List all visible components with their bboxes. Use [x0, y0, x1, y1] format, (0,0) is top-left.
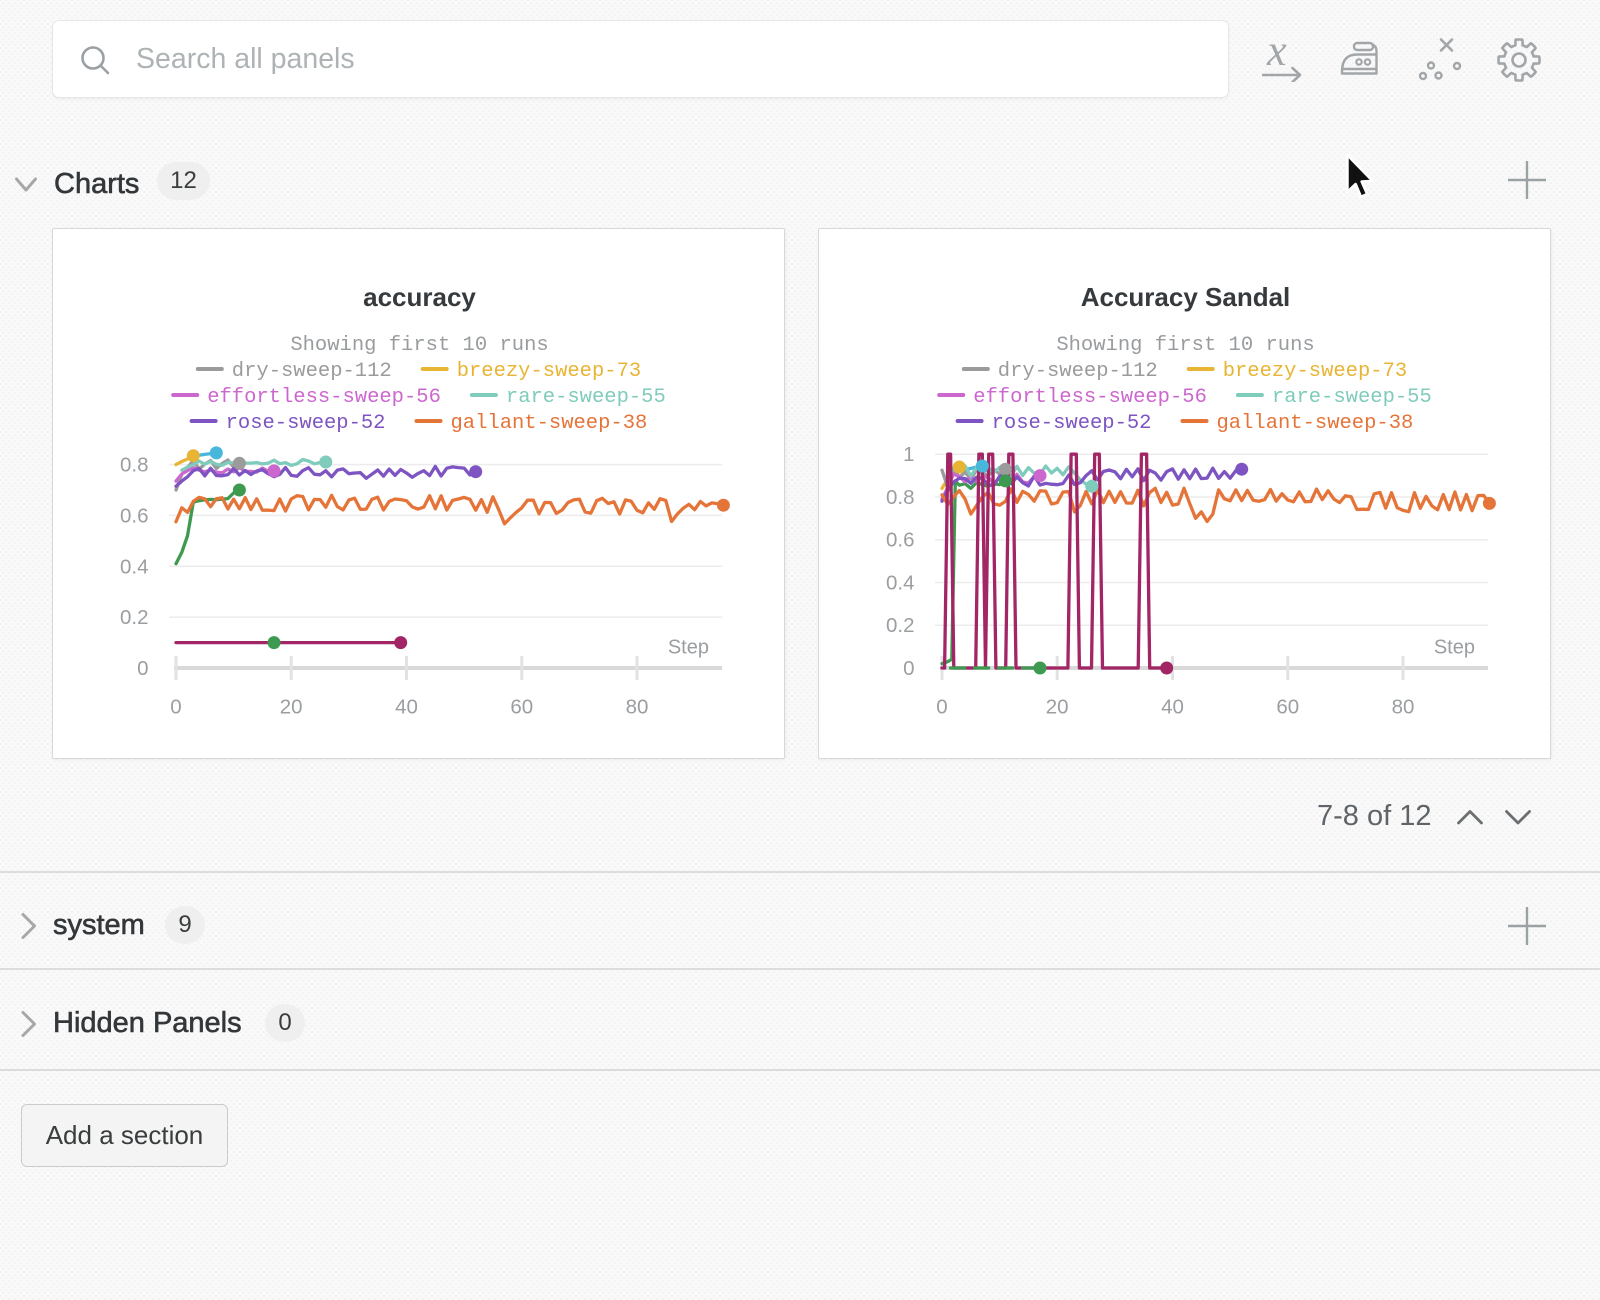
svg-text:60: 60	[1276, 696, 1299, 719]
svg-text:dry-sweep-112: dry-sweep-112	[232, 360, 392, 383]
svg-text:0.4: 0.4	[120, 555, 149, 578]
svg-text:20: 20	[1046, 696, 1069, 719]
svg-text:80: 80	[1392, 696, 1415, 719]
svg-text:Step: Step	[1434, 637, 1475, 659]
svg-text:Showing first 10 runs: Showing first 10 runs	[1056, 334, 1314, 357]
svg-text:gallant-sweep-38: gallant-sweep-38	[451, 412, 648, 435]
svg-text:0.6: 0.6	[886, 529, 915, 552]
svg-text:40: 40	[395, 696, 418, 719]
svg-text:0: 0	[137, 657, 148, 680]
svg-text:accuracy: accuracy	[363, 282, 476, 312]
svg-text:0.6: 0.6	[120, 504, 149, 527]
svg-text:0.4: 0.4	[886, 572, 915, 595]
svg-text:0.2: 0.2	[886, 614, 915, 637]
svg-text:Accuracy Sandal: Accuracy Sandal	[1081, 282, 1291, 312]
svg-text:20: 20	[280, 696, 303, 719]
svg-text:rare-sweep-55: rare-sweep-55	[506, 386, 666, 409]
svg-text:80: 80	[626, 696, 649, 719]
svg-text:gallant-sweep-38: gallant-sweep-38	[1217, 412, 1414, 435]
svg-text:rose-sweep-52: rose-sweep-52	[992, 412, 1152, 435]
svg-text:0: 0	[170, 696, 181, 719]
svg-text:dry-sweep-112: dry-sweep-112	[998, 360, 1158, 383]
svg-text:0: 0	[936, 696, 947, 719]
svg-text:40: 40	[1161, 696, 1184, 719]
svg-text:0.8: 0.8	[886, 486, 915, 509]
svg-text:rose-sweep-52: rose-sweep-52	[226, 412, 386, 435]
svg-text:Showing first 10 runs: Showing first 10 runs	[290, 334, 548, 357]
svg-text:1: 1	[903, 443, 914, 466]
svg-text:rare-sweep-55: rare-sweep-55	[1272, 386, 1432, 409]
svg-text:effortless-sweep-56: effortless-sweep-56	[973, 386, 1207, 409]
svg-text:0.2: 0.2	[120, 606, 149, 629]
svg-text:0: 0	[903, 657, 914, 680]
svg-text:60: 60	[510, 696, 533, 719]
svg-text:effortless-sweep-56: effortless-sweep-56	[207, 386, 441, 409]
svg-text:Step: Step	[668, 637, 709, 659]
svg-text:0.8: 0.8	[120, 454, 149, 477]
svg-text:breezy-sweep-73: breezy-sweep-73	[1223, 360, 1408, 383]
svg-text:breezy-sweep-73: breezy-sweep-73	[457, 360, 642, 383]
